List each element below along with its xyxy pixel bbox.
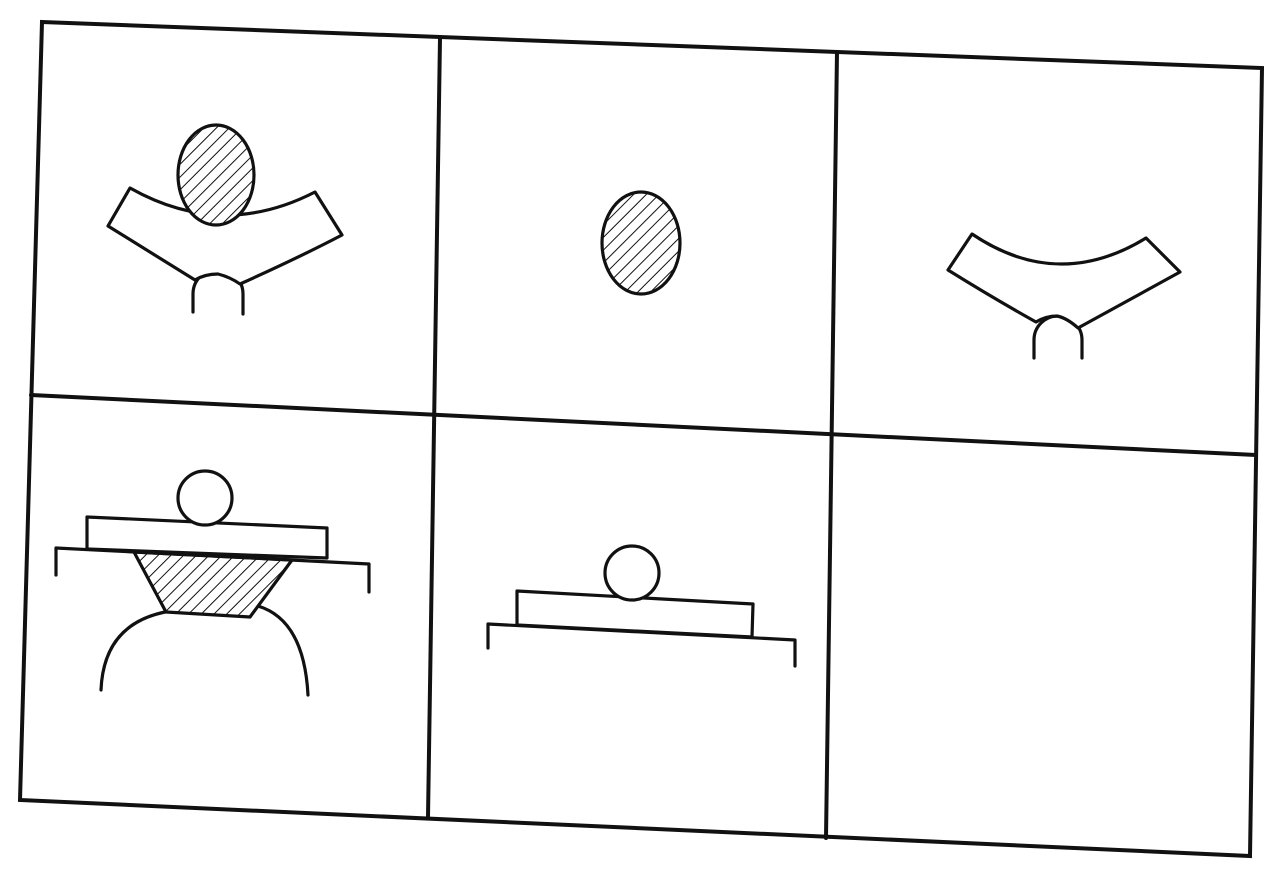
cell-r2-c2 (486, 544, 797, 668)
hatched-oval (176, 123, 256, 227)
bracket-base (54, 546, 371, 594)
rectangle-bar (85, 515, 329, 560)
cell-r1-c1 (106, 123, 344, 316)
cell-r1-c2 (600, 190, 682, 296)
grid-outer-frame (17, 19, 1265, 859)
small-circle (176, 469, 234, 527)
cell-r1-c3 (946, 232, 1182, 360)
rectangle-bar (515, 589, 755, 639)
cell-r2-c1 (54, 469, 371, 697)
hatched-trapezoid (132, 550, 294, 619)
semicircle-dome (99, 604, 310, 697)
grid-vertical-divider-right (824, 50, 839, 840)
hatched-oval (600, 190, 682, 296)
puzzle-grid (17, 19, 1265, 859)
small-circle (603, 544, 661, 602)
grid-horizontal-divider (29, 393, 1258, 457)
curved-tray (946, 232, 1182, 330)
grid-vertical-divider-left (426, 36, 442, 819)
